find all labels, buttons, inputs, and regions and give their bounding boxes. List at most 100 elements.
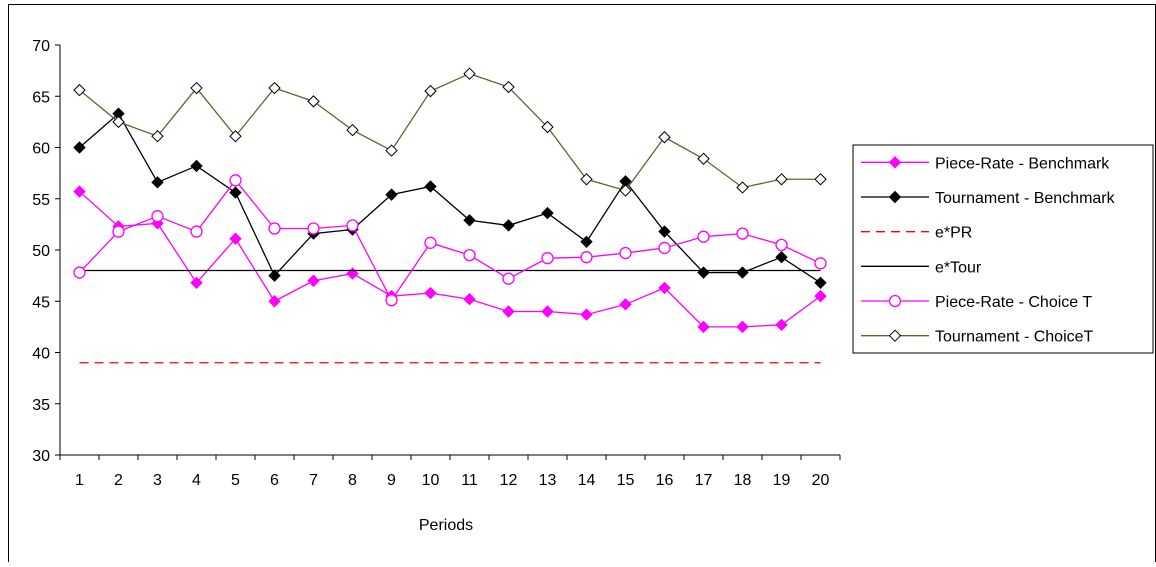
series-piece-rate-choice-t-point (190, 225, 203, 238)
x-tick-label: 10 (422, 472, 440, 489)
series-tournament-benchmark-point (73, 141, 86, 154)
series-tournament-benchmark-point (775, 250, 788, 264)
series-tournament-benchmark-point (502, 219, 515, 232)
series-tournament-benchmark-point (229, 186, 242, 199)
legend-item-tournament-choicet-point (888, 329, 902, 342)
series-piece-rate-choice-t (73, 174, 827, 307)
series-tournament-choicet-point (541, 120, 554, 134)
y-tick-label: 55 (32, 192, 50, 209)
x-tick-label: 8 (348, 472, 357, 489)
series-piece-rate-benchmark-point (814, 289, 827, 303)
series-piece-rate-choice-t-point (346, 219, 359, 232)
series-tournament-benchmark-point (424, 180, 437, 193)
series-piece-rate-benchmark-point (424, 286, 437, 300)
legend-item-piece-rate-benchmark-label: Piece-Rate - Benchmark (935, 155, 1110, 172)
series-piece-rate-choice-t-point (307, 222, 320, 235)
x-tick-label: 4 (192, 472, 201, 489)
series-piece-rate-choice-t-point (385, 294, 398, 307)
series-tournament-benchmark-point (658, 225, 671, 238)
series-piece-rate-benchmark-point (697, 320, 710, 334)
series-tournament-benchmark-line (79, 112, 821, 284)
series-tournament-choicet-point (268, 81, 281, 95)
x-tick-label: 6 (270, 472, 279, 489)
x-tick-label: 19 (773, 472, 791, 489)
legend-item-tournament-choicet: Tournament - ChoiceT (861, 329, 1094, 346)
legend-item-piece-rate-choice-t-point (888, 294, 902, 308)
series-piece-rate-choice-t-point (619, 246, 632, 260)
legend-item-e-tour: e*Tour (861, 259, 982, 276)
x-tick-label: 13 (539, 472, 557, 489)
legend-item-tournament-benchmark-point (888, 190, 902, 204)
series-tournament-choicet-point (463, 67, 476, 80)
y-tick-label: 40 (32, 346, 50, 363)
y-tick-label: 30 (32, 448, 50, 465)
series-tournament-choicet-point (814, 173, 827, 186)
series-piece-rate-benchmark-point (73, 185, 86, 198)
series-piece-rate-benchmark-line (79, 191, 821, 328)
series-tournament-choicet (73, 67, 827, 197)
y-tick-label: 50 (32, 243, 50, 260)
legend-item-e-tour-label: e*Tour (935, 259, 982, 276)
series-tournament-choicet-point (229, 130, 242, 143)
x-axis-title: Periods (419, 517, 473, 534)
series-tournament-choicet-point (73, 83, 86, 97)
series-tournament-choicet-point (385, 144, 398, 157)
series-piece-rate-choice-t-point (502, 272, 515, 285)
x-tick-label: 17 (695, 472, 713, 489)
legend-item-e-pr-label: e*PR (935, 225, 972, 242)
series-piece-rate-choice-t-point (73, 266, 86, 279)
series-piece-rate-benchmark-point (775, 318, 788, 332)
x-tick-label: 11 (461, 472, 478, 489)
series-tournament-choicet-point (775, 173, 788, 186)
series-tournament-choicet-point (736, 181, 749, 194)
x-tick-label: 9 (387, 472, 396, 489)
y-tick-label: 35 (32, 397, 50, 414)
y-tick-label: 45 (32, 294, 50, 311)
y-tick-label: 65 (32, 89, 50, 106)
series-piece-rate-benchmark-point (463, 292, 476, 306)
series-piece-rate-choice-t-point (151, 210, 164, 223)
series-piece-rate-choice-t-point (580, 251, 593, 264)
series-piece-rate-choice-t-point (814, 257, 827, 270)
series-tournament-choicet-point (112, 115, 125, 129)
series-tournament-benchmark-point (463, 214, 476, 227)
legend-item-piece-rate-choice-t: Piece-Rate - Choice T (861, 294, 1092, 311)
legend-item-tournament-choicet-label: Tournament - ChoiceT (935, 329, 1094, 346)
series-piece-rate-benchmark-point (307, 274, 320, 287)
series-tournament-choicet-point (307, 95, 320, 108)
series-piece-rate-choice-t-point (424, 236, 437, 249)
series-piece-rate-choice-t-point (775, 238, 788, 252)
series-piece-rate-benchmark-point (580, 308, 593, 321)
x-tick-label: 15 (617, 472, 635, 489)
series-piece-rate-choice-t-point (697, 230, 710, 243)
x-tick-label: 20 (812, 472, 830, 489)
legend-item-tournament-benchmark: Tournament - Benchmark (861, 190, 1116, 207)
x-tick-label: 12 (500, 472, 518, 489)
x-tick-label: 7 (309, 472, 318, 489)
series-layer (73, 67, 827, 364)
x-tick-label: 5 (231, 472, 240, 489)
series-piece-rate-choice-t-point (736, 227, 749, 240)
series-piece-rate-benchmark-point (619, 298, 632, 311)
series-piece-rate-choice-t-point (541, 252, 554, 265)
legend-item-piece-rate-benchmark: Piece-Rate - Benchmark (861, 155, 1110, 172)
series-piece-rate-choice-t-point (229, 174, 242, 187)
series-tournament-benchmark-point (814, 276, 827, 290)
legend-item-tournament-benchmark-label: Tournament - Benchmark (935, 190, 1116, 207)
series-tournament-benchmark-point (151, 176, 164, 189)
series-piece-rate-choice-t-point (268, 222, 281, 235)
legend: Piece-Rate - Benchmark Tournament - Bench… (852, 144, 1154, 354)
series-tournament-choicet-line (79, 73, 821, 192)
series-tournament-choicet-point (151, 130, 164, 143)
x-tick-label: 3 (153, 472, 162, 489)
series-piece-rate-benchmark (73, 185, 827, 334)
series-tournament-choicet-point (658, 131, 671, 144)
x-tick-label: 1 (75, 472, 84, 489)
series-tournament-choicet-point (580, 173, 593, 186)
x-tick-label: 2 (114, 472, 123, 489)
x-tick-label: 18 (734, 472, 752, 489)
series-tournament-choicet-point (619, 184, 632, 197)
